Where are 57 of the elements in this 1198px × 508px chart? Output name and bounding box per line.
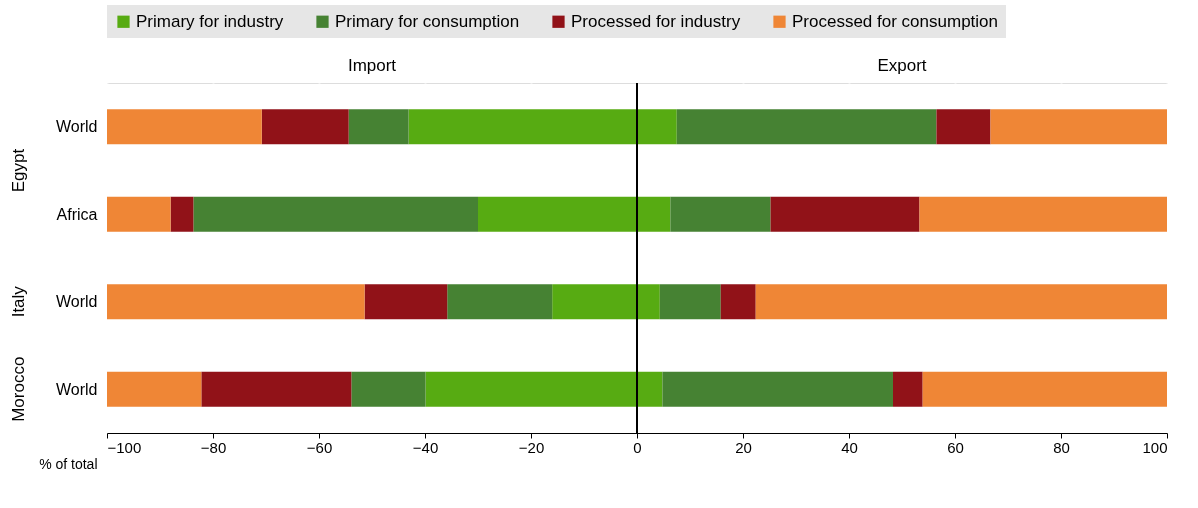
y-tick-label: World: [56, 380, 98, 398]
bar: [552, 284, 637, 320]
text: Export: [877, 56, 927, 75]
x-tick-label: −80: [200, 438, 227, 456]
bar: [107, 196, 171, 232]
x-tick-label: −100: [107, 438, 142, 456]
bar: [676, 109, 937, 145]
bar: [892, 371, 923, 407]
bar: [936, 109, 991, 145]
bar: [193, 196, 478, 232]
bar: [478, 196, 637, 232]
x-axis-title: % of total: [39, 455, 98, 472]
bar: [447, 284, 553, 320]
text: Egypt: [9, 148, 28, 193]
bar: [659, 284, 721, 320]
bar: [107, 371, 202, 407]
bar: [637, 284, 660, 320]
bar: [662, 371, 893, 407]
y-tick-label: Africa: [56, 205, 98, 223]
legend-label: Processed for industry: [571, 11, 741, 31]
y-tick-label: World: [56, 118, 98, 136]
bar: [364, 284, 448, 320]
x-tick-label: −20: [518, 438, 545, 456]
legend-label: Processed for consumption: [792, 11, 998, 31]
bar: [770, 196, 920, 232]
x-tick-label: 80: [1053, 438, 1070, 456]
bar: [348, 109, 409, 145]
bar: [107, 284, 365, 320]
bar: [990, 109, 1167, 145]
bar: [425, 371, 637, 407]
x-tick-label: 20: [735, 438, 752, 456]
y-tick-label: World: [56, 293, 98, 311]
bar: [919, 196, 1167, 232]
bar: [201, 371, 352, 407]
legend-label: Primary for industry: [136, 11, 284, 31]
text: Import: [347, 56, 397, 75]
text: Italy: [9, 285, 28, 318]
x-tick-label: 100: [1142, 438, 1168, 456]
x-tick-label: 60: [947, 438, 964, 456]
bar: [408, 109, 637, 145]
x-tick-label: −40: [412, 438, 439, 456]
bar: [637, 109, 677, 145]
bar: [720, 284, 756, 320]
bar: [922, 371, 1167, 407]
bar: [637, 371, 663, 407]
bar: [670, 196, 771, 232]
bar: [170, 196, 194, 232]
x-tick-label: −60: [306, 438, 333, 456]
bar: [261, 109, 349, 145]
legend-label: Primary for consumption: [335, 11, 520, 31]
bar: [351, 371, 426, 407]
x-tick-label: 0: [633, 438, 642, 456]
bar: [755, 284, 1167, 320]
bar: [107, 109, 262, 145]
x-tick-label: 40: [841, 438, 858, 456]
bar: [637, 196, 671, 232]
text: Morocco: [9, 356, 28, 422]
